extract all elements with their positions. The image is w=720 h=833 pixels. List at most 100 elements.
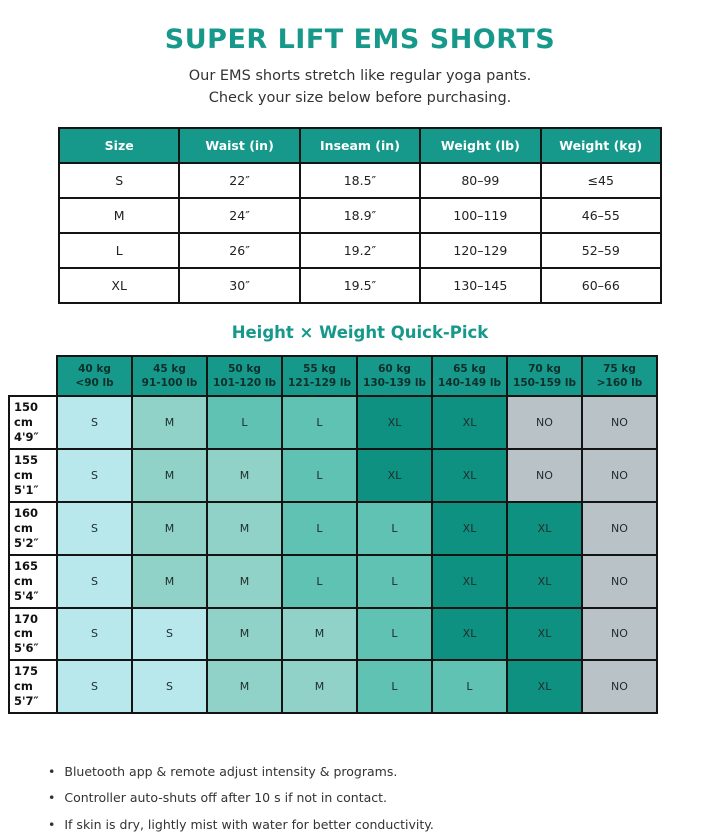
size-recommendation-cell: M [131, 500, 208, 556]
height-row-header: 155 cm 5'1″ [8, 448, 58, 503]
size-recommendation-cell: M [281, 659, 358, 715]
weight-lb-label: 130-139 lb [363, 377, 426, 390]
size-recommendation-cell: L [206, 395, 283, 451]
subtitle-line2: Check your size below before purchasing. [208, 90, 512, 107]
size-guide-page: SUPER LIFT EMS SHORTS Our EMS shorts str… [0, 24, 720, 832]
height-cm-label: 160 cm [14, 505, 39, 535]
size-chart-header-row: Size Waist (in) Inseam (in) Weight (lb) Weig… [57, 126, 663, 164]
size-recommendation-cell: L [356, 500, 433, 556]
weight-lb-label: <90 lb [75, 377, 114, 390]
quick-pick-heading: Height × Weight Quick-Pick [231, 322, 489, 342]
size-recommendation-cell: NO [581, 448, 658, 503]
size-recommendation-cell: S [56, 395, 133, 451]
size-recommendation-cell: NO [581, 553, 658, 609]
size-recommendation-cell: M [206, 500, 283, 556]
matrix-body: 150 cm 4'9″ S M L L XL XL NO NO 155 cm 5'1″ S M M L XL XL… [8, 395, 658, 715]
size-table-cell: 80–99 [419, 161, 542, 199]
size-table-cell: 130–145 [419, 266, 542, 304]
note-item: • Bluetooth app & remote adjust intensity… [48, 764, 720, 780]
size-recommendation-cell: S [56, 500, 133, 556]
size-table-cell: 19.2″ [298, 231, 422, 269]
size-recommendation-cell: M [206, 659, 283, 715]
subtitle: Our EMS shorts stretch like regular yoga… [0, 65, 720, 110]
weight-kg-label: 40 kg [78, 362, 111, 375]
size-recommendation-cell: XL [431, 395, 508, 451]
size-table-cell: XL [57, 266, 181, 304]
size-chart-table: Size Waist (in) Inseam (in) Weight (lb) Weig… [57, 126, 663, 304]
size-recommendation-cell: S [131, 606, 208, 662]
size-table-cell: 120–129 [419, 231, 542, 269]
size-recommendation-cell: L [356, 606, 433, 662]
weight-kg-label: 55 kg [303, 362, 336, 375]
size-recommendation-cell: M [131, 448, 208, 503]
size-column-header: Weight (kg) [539, 126, 663, 164]
matrix-header: 40 kg <90 lb 45 kg 91-100 lb 50 kg 101-120 lb… [9, 354, 658, 398]
height-weight-matrix: 40 kg <90 lb 45 kg 91-100 lb 50 kg 101-120 lb… [8, 354, 658, 715]
notes-list: • Bluetooth app & remote adjust intensity… [0, 764, 720, 833]
size-recommendation-cell: XL [431, 448, 508, 503]
size-recommendation-cell: XL [506, 606, 583, 662]
height-row-header: 165 cm 5'4″ [8, 553, 58, 609]
weight-column-header: 45 kg 91-100 lb [131, 354, 208, 398]
size-chart-body: S 22″ 18.5″ 80–99 ≤45 M 24″ 18.9″ 100–119 46–55 L 2… [57, 161, 663, 304]
weight-kg-label: 50 kg [228, 362, 261, 375]
weight-lb-label: 91-100 lb [141, 377, 198, 390]
height-row-header: 170 cm 5'6″ [8, 606, 58, 662]
size-recommendation-cell: S [56, 553, 133, 609]
size-recommendation-cell: XL [431, 500, 508, 556]
size-recommendation-cell: L [281, 395, 358, 451]
matrix-row: 175 cm 5'7″ S S M M L L XL NO [8, 659, 658, 715]
matrix-header-row: 40 kg <90 lb 45 kg 91-100 lb 50 kg 101-120 lb… [9, 354, 658, 398]
weight-column-header: 60 kg 130-139 lb [356, 354, 433, 398]
weight-column-header: 40 kg <90 lb [56, 354, 133, 398]
note-text: If skin is dry, lightly mist with water … [64, 816, 434, 832]
size-table-cell: 100–119 [419, 196, 542, 234]
size-recommendation-cell: NO [581, 606, 658, 662]
size-recommendation-cell: XL [356, 448, 433, 503]
note-text: Bluetooth app & remote adjust intensity … [64, 764, 398, 780]
weight-column-header: 65 kg 140-149 lb [431, 354, 508, 398]
weight-column-header: 55 kg 121-129 lb [281, 354, 358, 398]
bullet-icon: • [48, 764, 56, 780]
weight-lb-label: 101-120 lb [213, 377, 276, 390]
size-recommendation-cell: NO [581, 395, 658, 451]
weight-kg-label: 65 kg [453, 362, 486, 375]
height-cm-label: 175 cm [14, 664, 39, 694]
size-recommendation-cell: S [56, 659, 133, 715]
size-table-cell: 46–55 [539, 196, 663, 234]
weight-kg-label: 70 kg [528, 362, 561, 375]
height-ft-label: 4'9″ [14, 430, 39, 445]
size-recommendation-cell: L [281, 500, 358, 556]
matrix-corner-cell [9, 356, 57, 396]
size-recommendation-cell: L [431, 659, 508, 715]
size-column-header: Inseam (in) [298, 126, 422, 164]
size-recommendation-cell: M [206, 606, 283, 662]
subtitle-line1: Our EMS shorts stretch like regular yoga… [188, 68, 532, 84]
size-table-cell: 26″ [178, 231, 301, 269]
size-recommendation-cell: NO [581, 659, 658, 715]
matrix-row: 160 cm 5'2″ S M M L L XL XL NO [8, 500, 658, 556]
height-row-header: 150 cm 4'9″ [8, 395, 58, 451]
height-row-header: 175 cm 5'7″ [8, 659, 58, 715]
size-table-cell: 19.5″ [298, 266, 422, 304]
size-table-cell: 30″ [178, 266, 301, 304]
size-recommendation-cell: NO [506, 395, 583, 451]
size-table-cell: 52–59 [539, 231, 663, 269]
height-ft-label: 5'1″ [14, 482, 39, 497]
page-title: SUPER LIFT EMS SHORTS [164, 24, 556, 55]
height-ft-label: 5'7″ [14, 694, 39, 709]
weight-kg-label: 75 kg [603, 362, 636, 375]
height-ft-label: 5'2″ [14, 535, 39, 550]
size-recommendation-cell: L [281, 448, 358, 503]
size-table-cell: 18.9″ [298, 196, 422, 234]
size-recommendation-cell: NO [506, 448, 583, 503]
bullet-icon: • [48, 816, 56, 832]
height-cm-label: 155 cm [14, 453, 39, 483]
weight-lb-label: 150-159 lb [513, 377, 576, 390]
weight-kg-label: 45 kg [153, 362, 186, 375]
note-item: • If skin is dry, lightly mist with water… [48, 817, 720, 833]
matrix-row: 170 cm 5'6″ S S M M L XL XL NO [8, 606, 658, 662]
size-table-cell: 22″ [178, 161, 301, 199]
size-table-row: S 22″ 18.5″ 80–99 ≤45 [57, 161, 663, 199]
size-table-row: L 26″ 19.2″ 120–129 52–59 [57, 231, 663, 269]
